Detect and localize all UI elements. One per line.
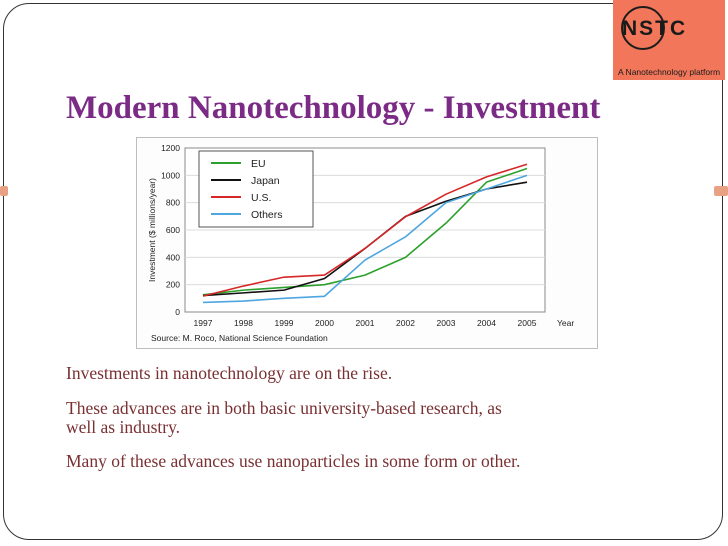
x-axis-title: Year <box>557 318 574 328</box>
legend-label: Others <box>251 209 283 221</box>
y-tick-label: 1200 <box>161 143 180 153</box>
series-line-eu <box>202 167 528 296</box>
accent-bar-left <box>0 186 8 196</box>
paragraph-2: These advances are in both basic univers… <box>66 398 502 437</box>
y-axis-title: Investment ($ millions/year) <box>147 178 157 282</box>
legend-label: U.S. <box>251 192 271 204</box>
series-line-us <box>202 163 528 297</box>
logo-text: NSTC <box>622 17 688 40</box>
x-tick-label: 2003 <box>437 318 456 328</box>
y-tick-label: 600 <box>166 225 180 235</box>
y-tick-label: 200 <box>166 280 180 290</box>
x-tick-label: 1997 <box>194 318 213 328</box>
investment-chart: 0 200 400 600 800 1000 1200 1997 1998 1999 2000 200… <box>136 137 598 349</box>
legend-label: Japan <box>251 175 280 187</box>
slide-title: Modern Nanotechnology - Investment <box>66 90 601 126</box>
y-tick-label: 800 <box>166 198 180 208</box>
paragraph-3: Many of these advances use nanoparticles… <box>66 451 521 471</box>
y-tick-label: 400 <box>166 252 180 262</box>
x-tick-label: 2001 <box>356 318 375 328</box>
x-tick-label: 2005 <box>518 318 537 328</box>
y-tick-label: 0 <box>175 307 180 317</box>
slide-frame <box>3 3 723 540</box>
y-tick-label: 1000 <box>161 170 180 180</box>
x-tick-label: 2000 <box>315 318 334 328</box>
nstc-logo: NSTC A Nanotechnology platform <box>613 0 725 80</box>
globe-icon <box>621 6 665 50</box>
legend-label: EU <box>251 158 266 170</box>
x-tick-label: 2002 <box>396 318 415 328</box>
logo-tagline: A Nanotechnology platform <box>618 67 721 77</box>
chart-svg: 0 200 400 600 800 1000 1200 1997 1998 1999 2000 200… <box>147 143 574 343</box>
paragraph-1: Investments in nanotechnology are on the… <box>66 363 393 383</box>
x-tick-label: 2004 <box>477 318 496 328</box>
x-tick-label: 1999 <box>275 318 294 328</box>
series-line-others <box>202 174 528 304</box>
x-tick-label: 1998 <box>234 318 253 328</box>
accent-bar-right <box>714 186 728 196</box>
chart-source: Source: M. Roco, National Science Founda… <box>151 333 328 343</box>
